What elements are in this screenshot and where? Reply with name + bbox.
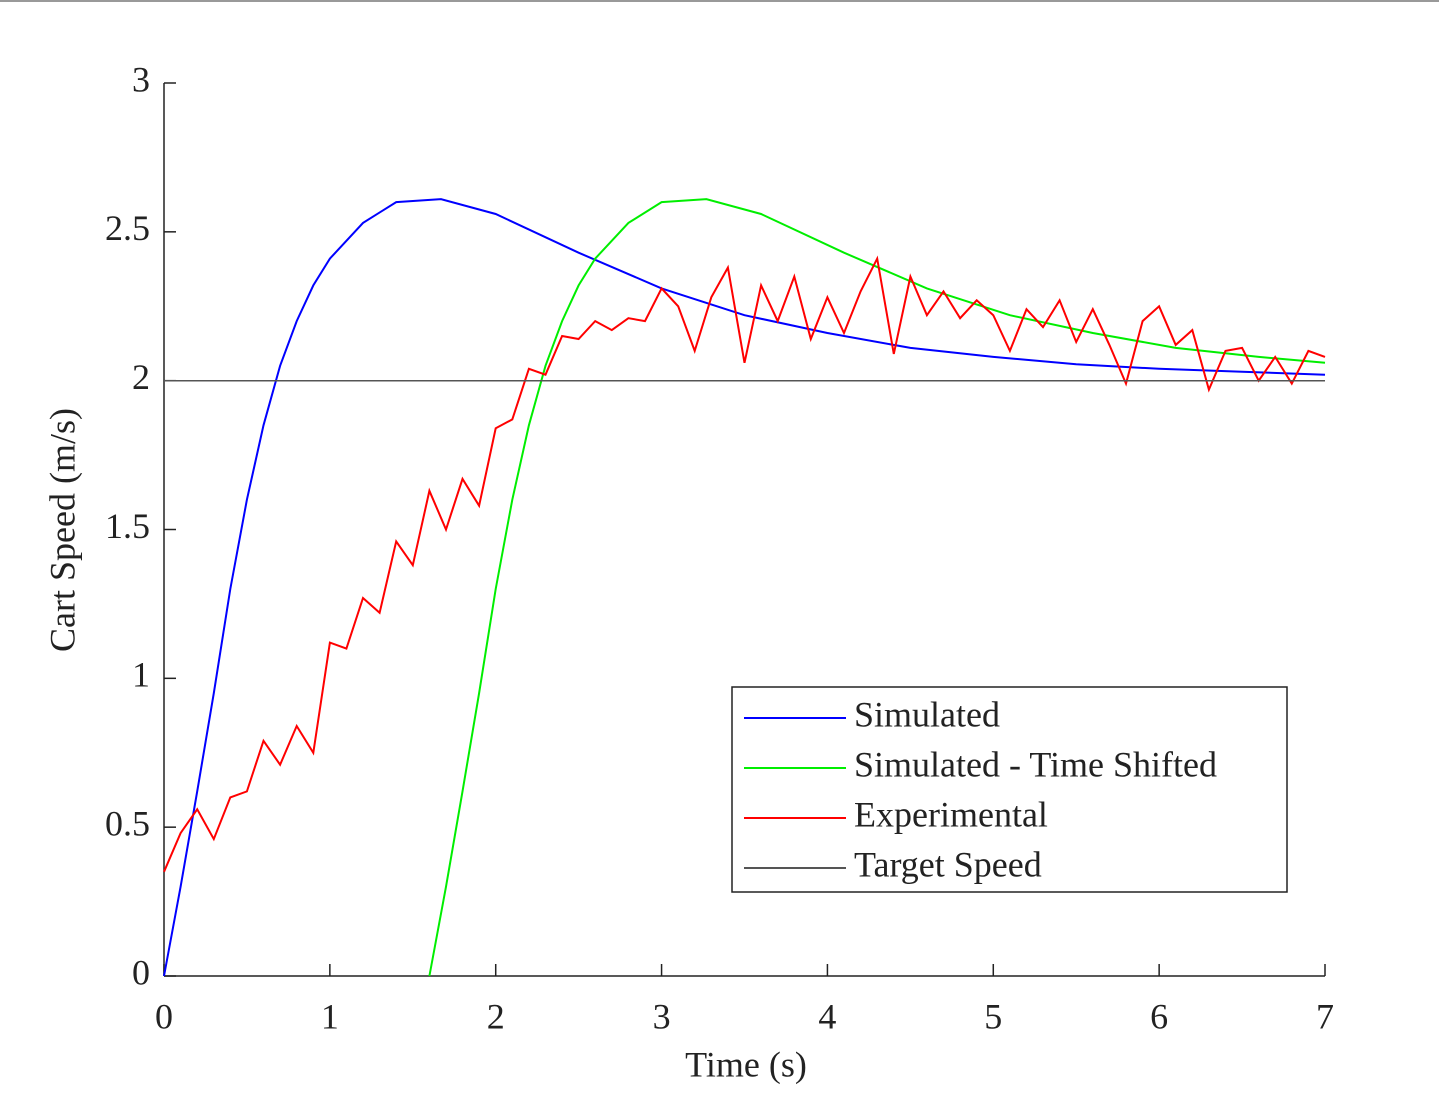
x-tick-label: 1 — [321, 996, 339, 1036]
y-tick-label: 1 — [132, 655, 150, 695]
x-tick-label: 0 — [155, 996, 173, 1036]
x-axis-label: Time (s) — [685, 1044, 807, 1084]
line-series — [163, 255, 1326, 873]
x-tick-label: 6 — [1150, 996, 1168, 1036]
legend-label: Simulated — [854, 694, 1000, 734]
legend-label: Simulated - Time Shifted — [854, 744, 1217, 784]
y-tick-label: 0.5 — [105, 803, 150, 843]
y-tick-label: 2 — [132, 357, 150, 397]
legend-box — [731, 686, 1288, 893]
legend-label: Target Speed — [854, 844, 1042, 884]
x-tick-label: 2 — [487, 996, 505, 1036]
y-tick-label: 2.5 — [105, 208, 150, 248]
line-series — [163, 198, 1326, 977]
x-tick-label: 7 — [1316, 996, 1334, 1036]
y-tick-label: 1.5 — [105, 506, 150, 546]
legend-label: Experimental — [854, 794, 1048, 834]
y-axis-label: Cart Speed (m/s) — [42, 408, 82, 652]
x-tick-label: 5 — [984, 996, 1002, 1036]
line-series — [428, 198, 1326, 977]
y-tick-label: 0 — [132, 952, 150, 992]
x-tick-label: 3 — [653, 996, 671, 1036]
y-tick-label: 3 — [132, 59, 150, 99]
x-tick-label: 4 — [818, 996, 836, 1036]
